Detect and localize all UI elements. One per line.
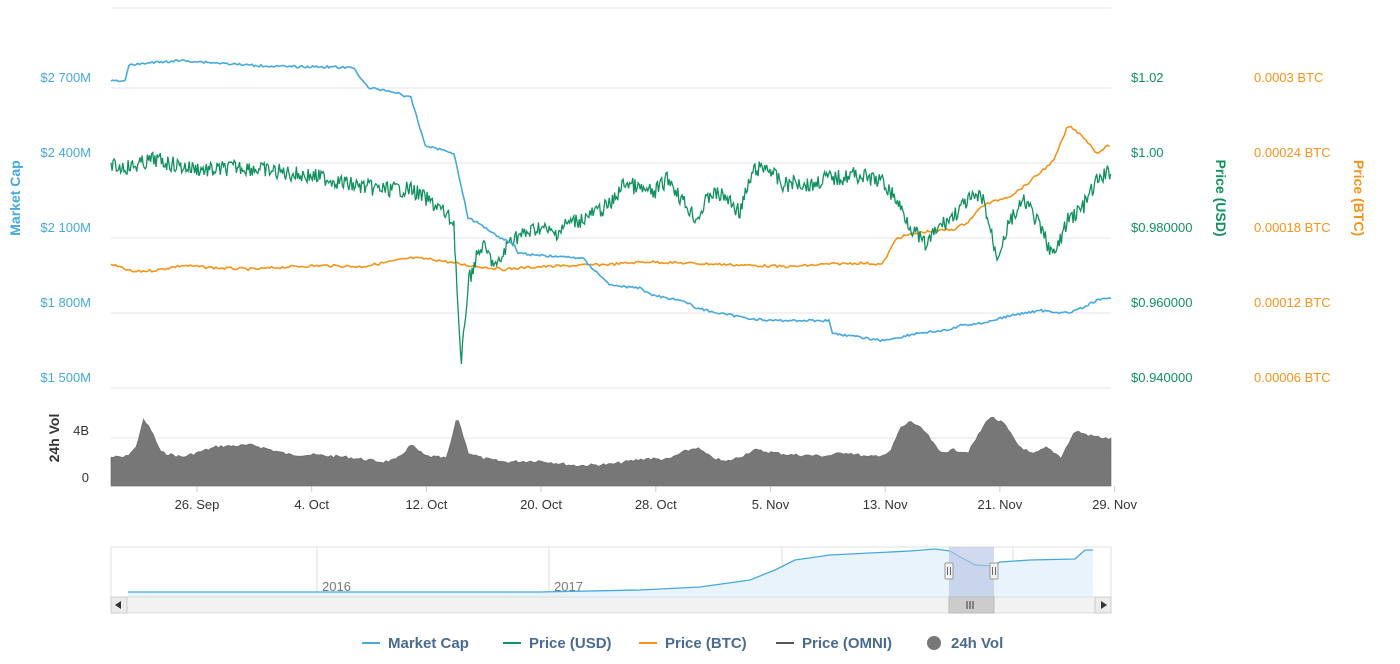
price-btc-tick-label: 0.00018 BTC — [1254, 220, 1331, 235]
market-cap-tick-label: $1 500M — [40, 370, 91, 385]
volume-tick-label: 4B — [73, 423, 89, 438]
market-cap-tick-label: $2 100M — [40, 220, 91, 235]
price-btc-tick-label: 0.00012 BTC — [1254, 295, 1331, 310]
arrow-left-icon — [115, 601, 121, 609]
x-tick-label: 21. Nov — [977, 497, 1022, 512]
price-btc-tick-label: 0.00024 BTC — [1254, 145, 1331, 160]
x-tick-label: 28. Oct — [635, 497, 677, 512]
scrollbar-thumb[interactable] — [948, 596, 995, 614]
volume-tick-label: 0 — [82, 470, 89, 485]
legend-circle-icon — [927, 636, 941, 650]
x-tick-label: 12. Oct — [405, 497, 447, 512]
legend-line-icon — [639, 642, 657, 644]
navigator-year-label: 2016 — [322, 579, 351, 594]
series-price-usd — [110, 151, 1112, 365]
navigator-selection — [949, 547, 994, 597]
x-tick-label: 5. Nov — [752, 497, 790, 512]
legend-item-price-usd[interactable]: Price (USD) — [503, 630, 612, 656]
market-cap-tick-label: $2 400M — [40, 145, 91, 160]
price-usd-tick-label: $0.960000 — [1131, 295, 1192, 310]
market-cap-tick-label: $1 800M — [40, 295, 91, 310]
market-cap-tick-label: $2 700M — [40, 70, 91, 85]
x-tick-label: 13. Nov — [863, 497, 908, 512]
navigator-handle-body — [989, 562, 999, 580]
legend-label: 24h Vol — [951, 634, 1004, 652]
legend-label: Market Cap — [388, 634, 469, 652]
legend-line-icon — [362, 642, 380, 644]
series-market-cap — [110, 58, 1112, 343]
navigator-handle-body — [944, 562, 954, 580]
legend-line-icon — [503, 642, 521, 644]
price-btc-axis-title: Price (BTC) — [1351, 160, 1367, 236]
price-usd-tick-label: $0.940000 — [1131, 370, 1192, 385]
price-usd-tick-label: $1.00 — [1131, 145, 1164, 160]
navigator-handle[interactable] — [944, 562, 954, 580]
price-btc-tick-label: 0.0003 BTC — [1254, 70, 1323, 85]
legend-label: Price (BTC) — [665, 634, 747, 652]
x-tick-label: 29. Nov — [1092, 497, 1137, 512]
arrow-right-icon — [1101, 601, 1107, 609]
market-cap-axis-title: Market Cap — [7, 160, 23, 235]
price-usd-tick-label: $1.02 — [1131, 70, 1164, 85]
series-volume — [110, 416, 1112, 487]
legend-item-volume[interactable]: 24h Vol — [927, 630, 1003, 656]
navigator-year-label: 2017 — [554, 579, 583, 594]
legend-item-price-btc[interactable]: Price (BTC) — [639, 630, 747, 656]
x-tick-label: 4. Oct — [294, 497, 329, 512]
series-price-btc — [110, 125, 1110, 273]
x-tick-label: 20. Oct — [520, 497, 562, 512]
legend-item-market-cap[interactable]: Market Cap — [362, 630, 469, 656]
navigator-area — [128, 549, 1093, 597]
chart-legend: Market Cap Price (USD) Price (BTC) Price… — [0, 630, 1400, 656]
navigator-handle[interactable] — [989, 562, 999, 580]
legend-item-price-omni[interactable]: Price (OMNI) — [776, 630, 892, 656]
legend-label: Price (USD) — [529, 634, 612, 652]
price-usd-tick-label: $0.980000 — [1131, 220, 1192, 235]
volume-axis-title: 24h Vol — [46, 414, 62, 463]
navigator-line — [128, 548, 1093, 593]
legend-line-icon — [776, 642, 794, 644]
price-usd-axis-title: Price (USD) — [1213, 159, 1229, 236]
price-btc-tick-label: 0.00006 BTC — [1254, 370, 1331, 385]
x-tick-label: 26. Sep — [175, 497, 220, 512]
legend-label: Price (OMNI) — [802, 634, 893, 652]
